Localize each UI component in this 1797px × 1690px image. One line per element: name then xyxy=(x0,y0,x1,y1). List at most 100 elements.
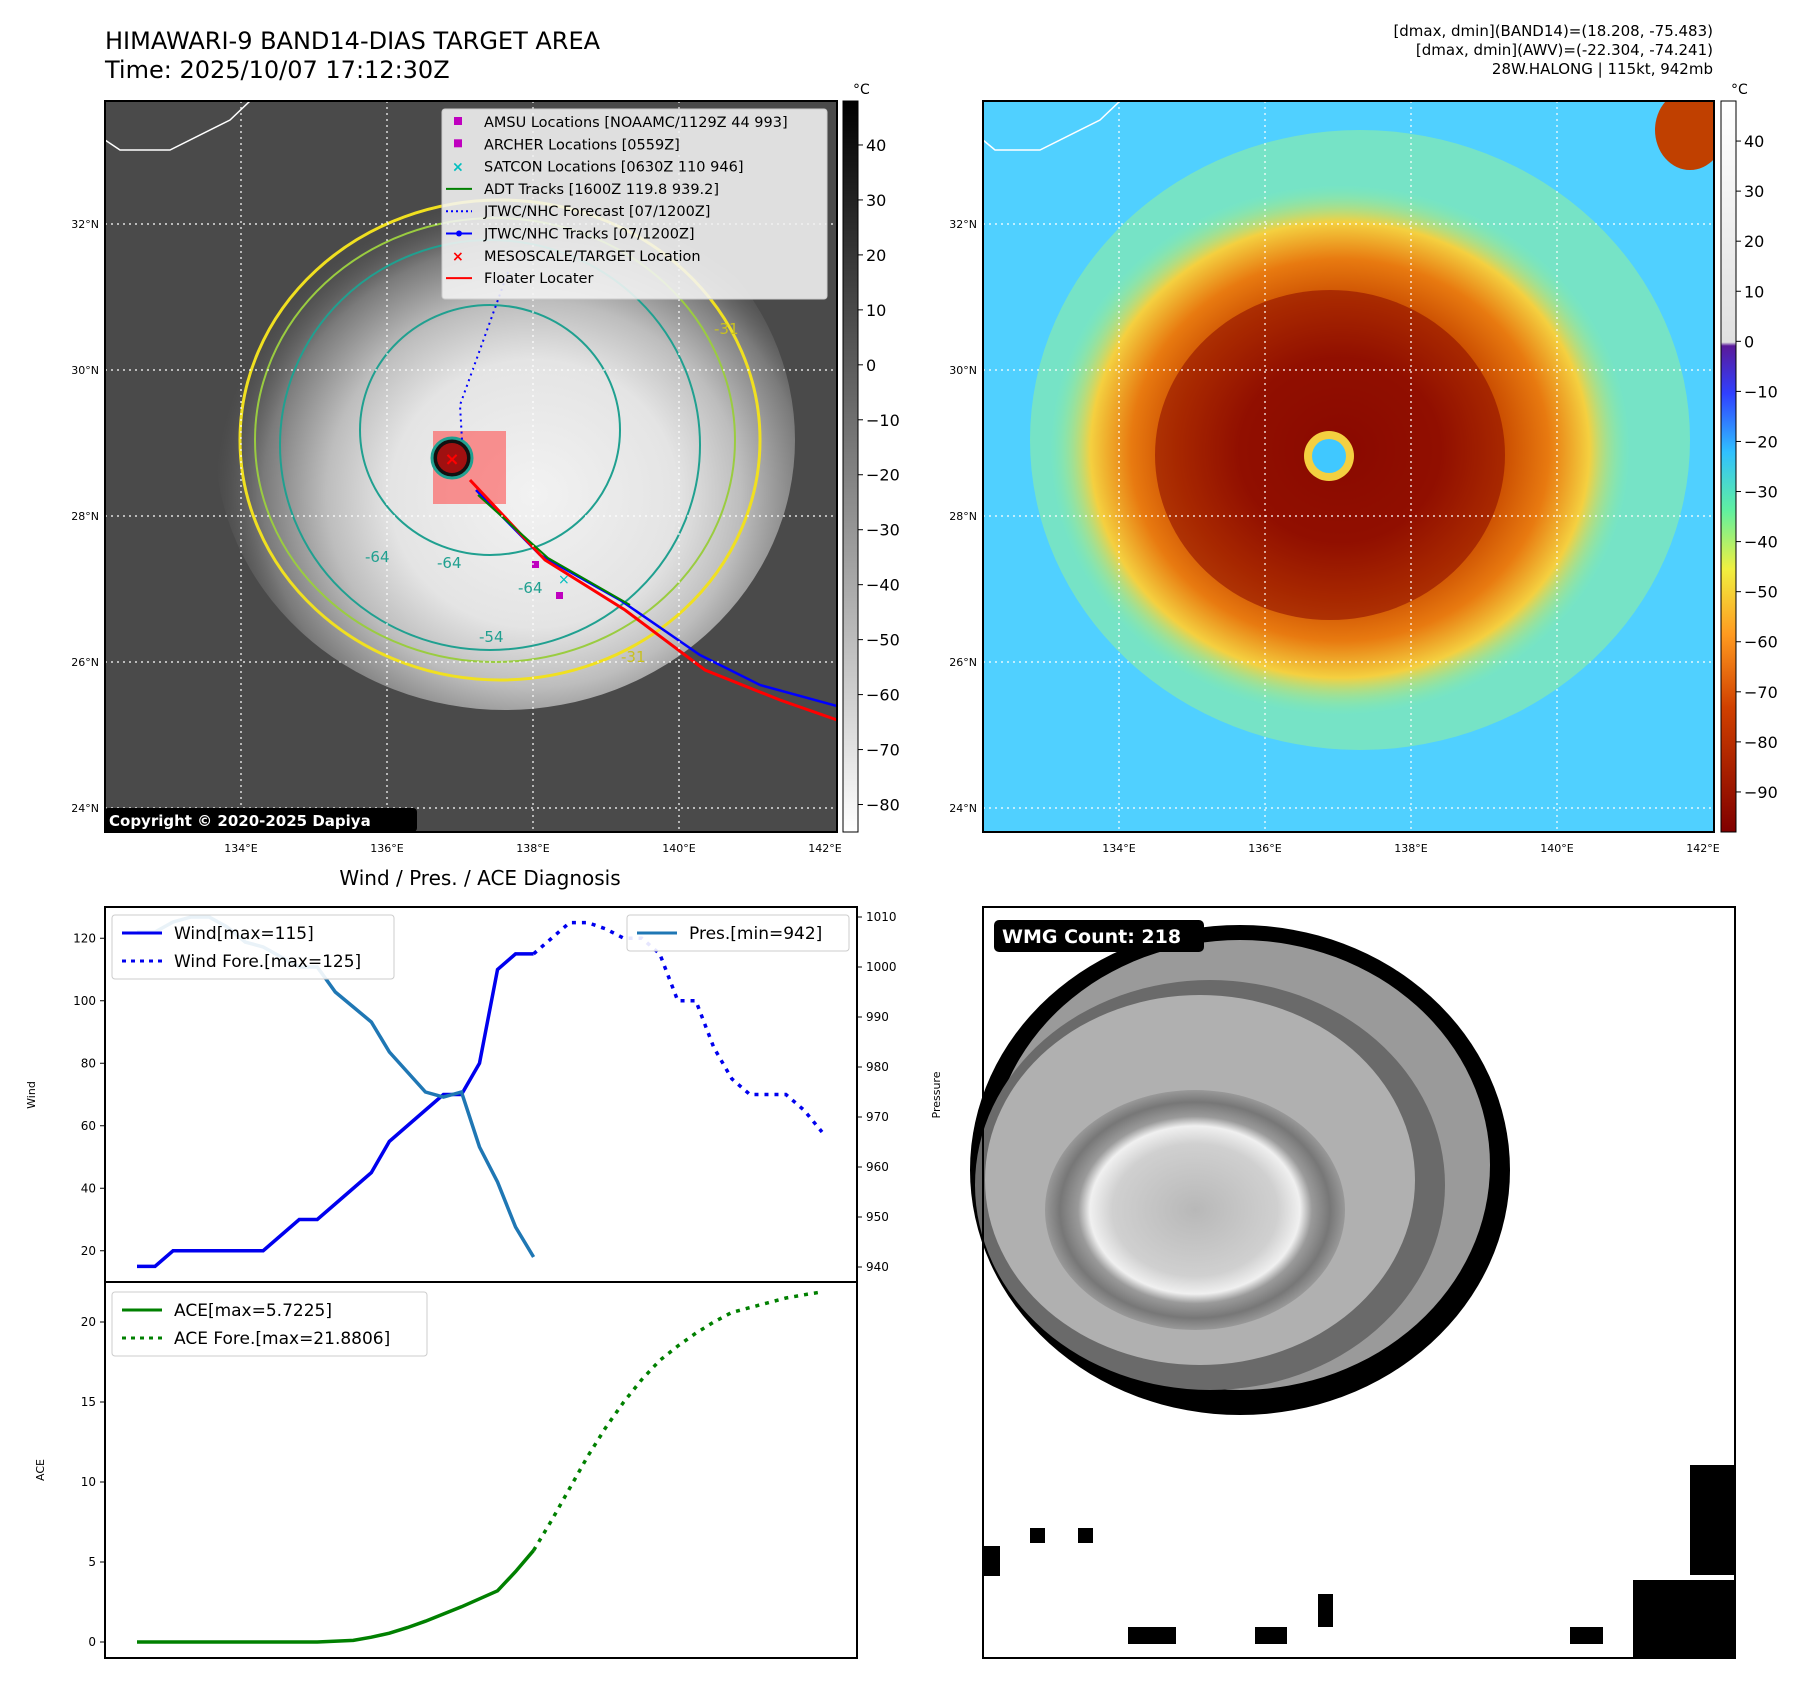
pressure-tick-label: 970 xyxy=(866,1110,889,1124)
colorbar-tick: −30 xyxy=(866,521,900,540)
title-line-2: Time: 2025/10/07 17:12:30Z xyxy=(105,56,450,84)
awv-upper-feature xyxy=(1655,101,1714,170)
lat-label: 26°N xyxy=(949,656,977,669)
ir-map-panel: × × -64 -64 -64 -54 -31 -31 xyxy=(71,82,900,855)
colorbar-tick: −60 xyxy=(1744,633,1778,652)
ace-series-lines xyxy=(137,1290,823,1644)
colorbar-tick: 40 xyxy=(866,136,886,155)
wind-tick-label: 20 xyxy=(81,1244,96,1258)
contour-teal-inner xyxy=(359,304,621,556)
lon-label: 134°E xyxy=(224,842,257,855)
amsu-marker xyxy=(532,561,539,568)
legend-marker: × xyxy=(452,160,464,176)
target-x-marker: × xyxy=(444,449,459,470)
contour-labels: -64 -64 -64 -54 -31 -31 xyxy=(365,320,739,666)
ace-tick-label: 5 xyxy=(88,1555,96,1569)
contour-label: -54 xyxy=(479,628,504,646)
lat-label: 28°N xyxy=(71,510,99,523)
storm-info: [dmax, dmin](BAND14)=(18.208, -75.483) [… xyxy=(1393,22,1713,79)
wind-legend: Wind[max=115] Wind Fore.[max=125] xyxy=(111,914,395,980)
wind-tick-label: 60 xyxy=(81,1119,96,1133)
ace-tick-label: 10 xyxy=(81,1475,96,1489)
colorbar-tick: −10 xyxy=(1744,382,1778,401)
contour-label: -64 xyxy=(518,579,543,597)
wind-axis-label: Wind xyxy=(25,1081,38,1109)
wind-legend-label: Wind[max=115] xyxy=(174,924,314,944)
wmg-speck xyxy=(1255,1627,1287,1644)
series-line-ace xyxy=(137,1549,535,1644)
ir-colorbar-ticks: 40 30 20 10 0 −10 −20 −30 −40 −50 −60 −70 −80 xyxy=(858,136,900,815)
legend-label: ARCHER Locations [0559Z] xyxy=(484,137,680,153)
awv-colorbar xyxy=(1720,100,1737,833)
wmg-core xyxy=(1045,1090,1345,1330)
lat-label: 30°N xyxy=(71,364,99,377)
copyright-text: Copyright © 2020-2025 Dapiya xyxy=(109,812,371,830)
colorbar-tick: 10 xyxy=(1744,282,1764,301)
colorbar-tick: 0 xyxy=(1744,332,1754,351)
ace-axis-label: ACE xyxy=(34,1459,47,1481)
colorbar-tick: −20 xyxy=(1744,432,1778,451)
lon-label: 134°E xyxy=(1102,842,1135,855)
lat-label: 26°N xyxy=(71,656,99,669)
archer-marker xyxy=(556,592,563,599)
colorbar-tick: −50 xyxy=(866,631,900,650)
info-line-3: 28W.HALONG | 115kt, 942mb xyxy=(1491,60,1713,78)
wmg-edge-block xyxy=(1690,1465,1735,1575)
colorbar-tick: −80 xyxy=(1744,733,1778,752)
lon-label: 142°E xyxy=(808,842,841,855)
contour-label: -64 xyxy=(365,548,390,566)
lon-label: 142°E xyxy=(1686,842,1719,855)
pressure-tick-label: 980 xyxy=(866,1060,889,1074)
legend-label: Floater Locater xyxy=(484,271,593,287)
lat-label: 24°N xyxy=(71,802,99,815)
contour-label: -31 xyxy=(714,320,739,338)
wmg-speck xyxy=(983,1546,1000,1576)
lon-label: 140°E xyxy=(662,842,695,855)
colorbar-tick: −10 xyxy=(866,411,900,430)
ace-legend-label: ACE[max=5.7225] xyxy=(174,1301,332,1321)
series-line-wind xyxy=(137,952,534,1269)
ir-colorbar-unit: °C xyxy=(853,82,870,98)
legend-box xyxy=(441,108,828,300)
pressure-legend-label: Pres.[min=942] xyxy=(689,924,822,944)
pressure-tick-label: 950 xyxy=(866,1210,889,1224)
pressure-legend-box xyxy=(626,914,850,952)
coastline-awv xyxy=(983,101,1122,151)
colorbar-tick: 30 xyxy=(866,191,886,210)
colorbar-tick: 20 xyxy=(1744,232,1764,251)
wind-legend-box xyxy=(111,914,395,980)
pressure-axis-label: Pressure xyxy=(930,1071,943,1118)
pressure-tick-label: 1010 xyxy=(866,910,897,924)
series-line-ace-fore- xyxy=(532,1290,823,1552)
ace-legend: ACE[max=5.7225] ACE Fore.[max=21.8806] xyxy=(111,1291,428,1357)
colorbar-tick: 0 xyxy=(866,356,876,375)
colorbar-tick: −80 xyxy=(866,796,900,815)
pressure-legend: Pres.[min=942] xyxy=(626,914,850,952)
pressure-tick-label: 940 xyxy=(866,1260,889,1274)
wmg-panel: WMG Count: 218 xyxy=(970,906,1736,1659)
wind-tick-label: 40 xyxy=(81,1181,96,1195)
wind-tick-label: 100 xyxy=(73,994,96,1008)
info-line-1: [dmax, dmin](BAND14)=(18.208, -75.483) xyxy=(1393,22,1713,40)
colorbar-tick: 20 xyxy=(866,246,886,265)
wmg-speck xyxy=(1570,1627,1603,1644)
lat-label: 24°N xyxy=(949,802,977,815)
ir-colorbar xyxy=(842,100,859,833)
ir-map-frame xyxy=(104,100,838,833)
colorbar-tick: −50 xyxy=(1744,583,1778,602)
colorbar-tick: −70 xyxy=(1744,683,1778,702)
ace-tick-label: 20 xyxy=(81,1315,96,1329)
lat-label: 28°N xyxy=(949,510,977,523)
awv-axis-labels: 32°N 30°N 28°N 26°N 24°N 134°E 136°E 138°E 140°E… xyxy=(949,218,1720,855)
ace-axis-ticks: 0 5 10 15 20 xyxy=(81,1315,105,1649)
legend-label: SATCON Locations [0630Z 110 946] xyxy=(484,160,743,176)
legend-marker xyxy=(454,139,462,148)
pressure-tick-label: 960 xyxy=(866,1160,889,1174)
title-line-1: HIMAWARI-9 BAND14-DIAS TARGET AREA xyxy=(105,27,601,55)
awv-map-panel: 32°N 30°N 28°N 26°N 24°N 134°E 136°E 138°E 140°E… xyxy=(949,82,1778,855)
legend-marker: × xyxy=(452,249,464,265)
wmg-speck xyxy=(1030,1528,1045,1543)
legend-label: AMSU Locations [NOAAMC/1129Z 44 993] xyxy=(484,115,788,131)
lat-label: 32°N xyxy=(71,218,99,231)
